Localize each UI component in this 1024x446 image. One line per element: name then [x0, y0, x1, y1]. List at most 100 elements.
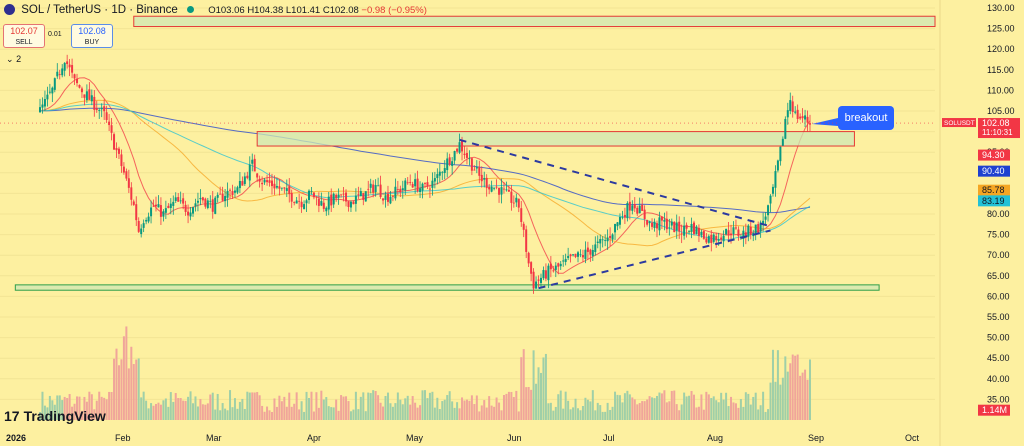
candle-body	[473, 169, 476, 171]
candle-body	[461, 140, 464, 152]
volume-bar	[386, 392, 389, 420]
candle-body	[559, 263, 562, 267]
volume-bar	[480, 405, 483, 420]
indicator-toggle[interactable]: ⌄ 2	[6, 54, 21, 65]
buy-button[interactable]: 102.08 BUY	[71, 24, 113, 48]
price-label-text: 83.19	[982, 196, 1005, 206]
candle-body	[715, 236, 718, 241]
volume-bar	[268, 410, 271, 420]
candle-body	[285, 188, 288, 191]
candle-body	[675, 222, 678, 231]
change-value: −0.98 (−0.95%)	[361, 5, 427, 16]
x-tick-label: Mar	[206, 433, 222, 443]
volume-bar	[58, 395, 61, 420]
volume-bar	[493, 406, 496, 420]
candle-body	[530, 262, 533, 274]
volume-bar	[389, 403, 392, 420]
indicator-count: 2	[16, 54, 22, 64]
volume-bar	[475, 395, 478, 420]
volume-bar	[606, 402, 609, 420]
open-value: O103.06	[208, 5, 245, 16]
candle-body	[113, 134, 116, 150]
volume-bar	[705, 391, 708, 420]
trendline	[538, 229, 771, 290]
volume-bar	[127, 368, 130, 420]
candle-body	[379, 184, 382, 198]
candle-body	[103, 106, 106, 112]
candle-body	[283, 187, 286, 189]
high-value: H104.38	[247, 5, 284, 16]
candle-body	[411, 183, 414, 188]
candle-body	[626, 202, 629, 219]
volume-bar	[762, 391, 765, 420]
candle-body	[507, 189, 510, 192]
volume-bar	[500, 410, 503, 420]
candle-body	[298, 200, 301, 202]
volume-bar	[535, 383, 538, 420]
candle-body	[549, 263, 552, 270]
candle-body	[628, 201, 631, 211]
volume-bar	[715, 400, 718, 420]
volume-bar	[483, 400, 486, 420]
volume-bar	[520, 357, 523, 420]
volume-bar	[288, 392, 291, 420]
volume-bar	[443, 399, 446, 420]
volume-bar	[251, 392, 254, 420]
volume-bar	[759, 405, 762, 420]
volume-bar	[167, 406, 170, 420]
y-tick-label: 70.00	[987, 250, 1010, 260]
candle-body	[169, 203, 172, 208]
volume-bar	[451, 401, 454, 420]
candle-body	[409, 182, 412, 183]
volume-bar	[211, 392, 214, 420]
candle-body	[542, 269, 545, 279]
candle-body	[253, 158, 256, 172]
candle-body	[734, 227, 737, 229]
candle-body	[799, 116, 802, 119]
volume-bar	[263, 411, 266, 420]
symbol-title[interactable]: SOL / TetherUS · 1D · Binance	[21, 4, 178, 16]
candle-body	[196, 200, 199, 203]
volume-bar	[71, 406, 74, 420]
candle-body	[498, 187, 501, 195]
sell-price: 102.07	[10, 26, 38, 36]
candle-body	[233, 190, 236, 193]
buy-price: 102.08	[78, 26, 106, 36]
volume-bar	[372, 390, 375, 420]
candle-body	[663, 219, 666, 222]
volume-bar	[157, 402, 160, 420]
volume-bar	[179, 398, 182, 420]
volume-bar	[83, 396, 86, 420]
volume-bar	[567, 400, 570, 420]
volume-bar	[631, 397, 634, 420]
volume-bar	[120, 359, 123, 420]
volume-bar	[569, 409, 572, 420]
candle-body	[229, 189, 232, 191]
low-value: L101.41	[285, 5, 321, 16]
candle-body	[310, 190, 313, 192]
candle-body	[794, 111, 797, 113]
volume-bar	[732, 402, 735, 420]
candle-body	[589, 249, 592, 255]
volume-bar	[384, 395, 387, 420]
candle-body	[727, 230, 730, 236]
buy-label: BUY	[84, 39, 100, 46]
volume-bar	[414, 402, 417, 420]
volume-bar	[512, 397, 515, 420]
candle-body	[705, 238, 708, 243]
candle-body	[150, 207, 153, 217]
volume-bar	[456, 402, 459, 420]
candle-body	[115, 148, 118, 151]
candle-body	[372, 184, 375, 193]
sell-button[interactable]: 102.07 SELL	[3, 24, 45, 48]
candle-body	[303, 204, 306, 210]
volume-bar	[278, 395, 281, 420]
volume-bar	[507, 391, 510, 420]
volume-bar	[330, 407, 333, 420]
candle-body	[90, 95, 93, 102]
y-tick-label: 130.00	[987, 3, 1015, 13]
volume-bar	[702, 409, 705, 420]
moving-average-line	[39, 107, 811, 214]
